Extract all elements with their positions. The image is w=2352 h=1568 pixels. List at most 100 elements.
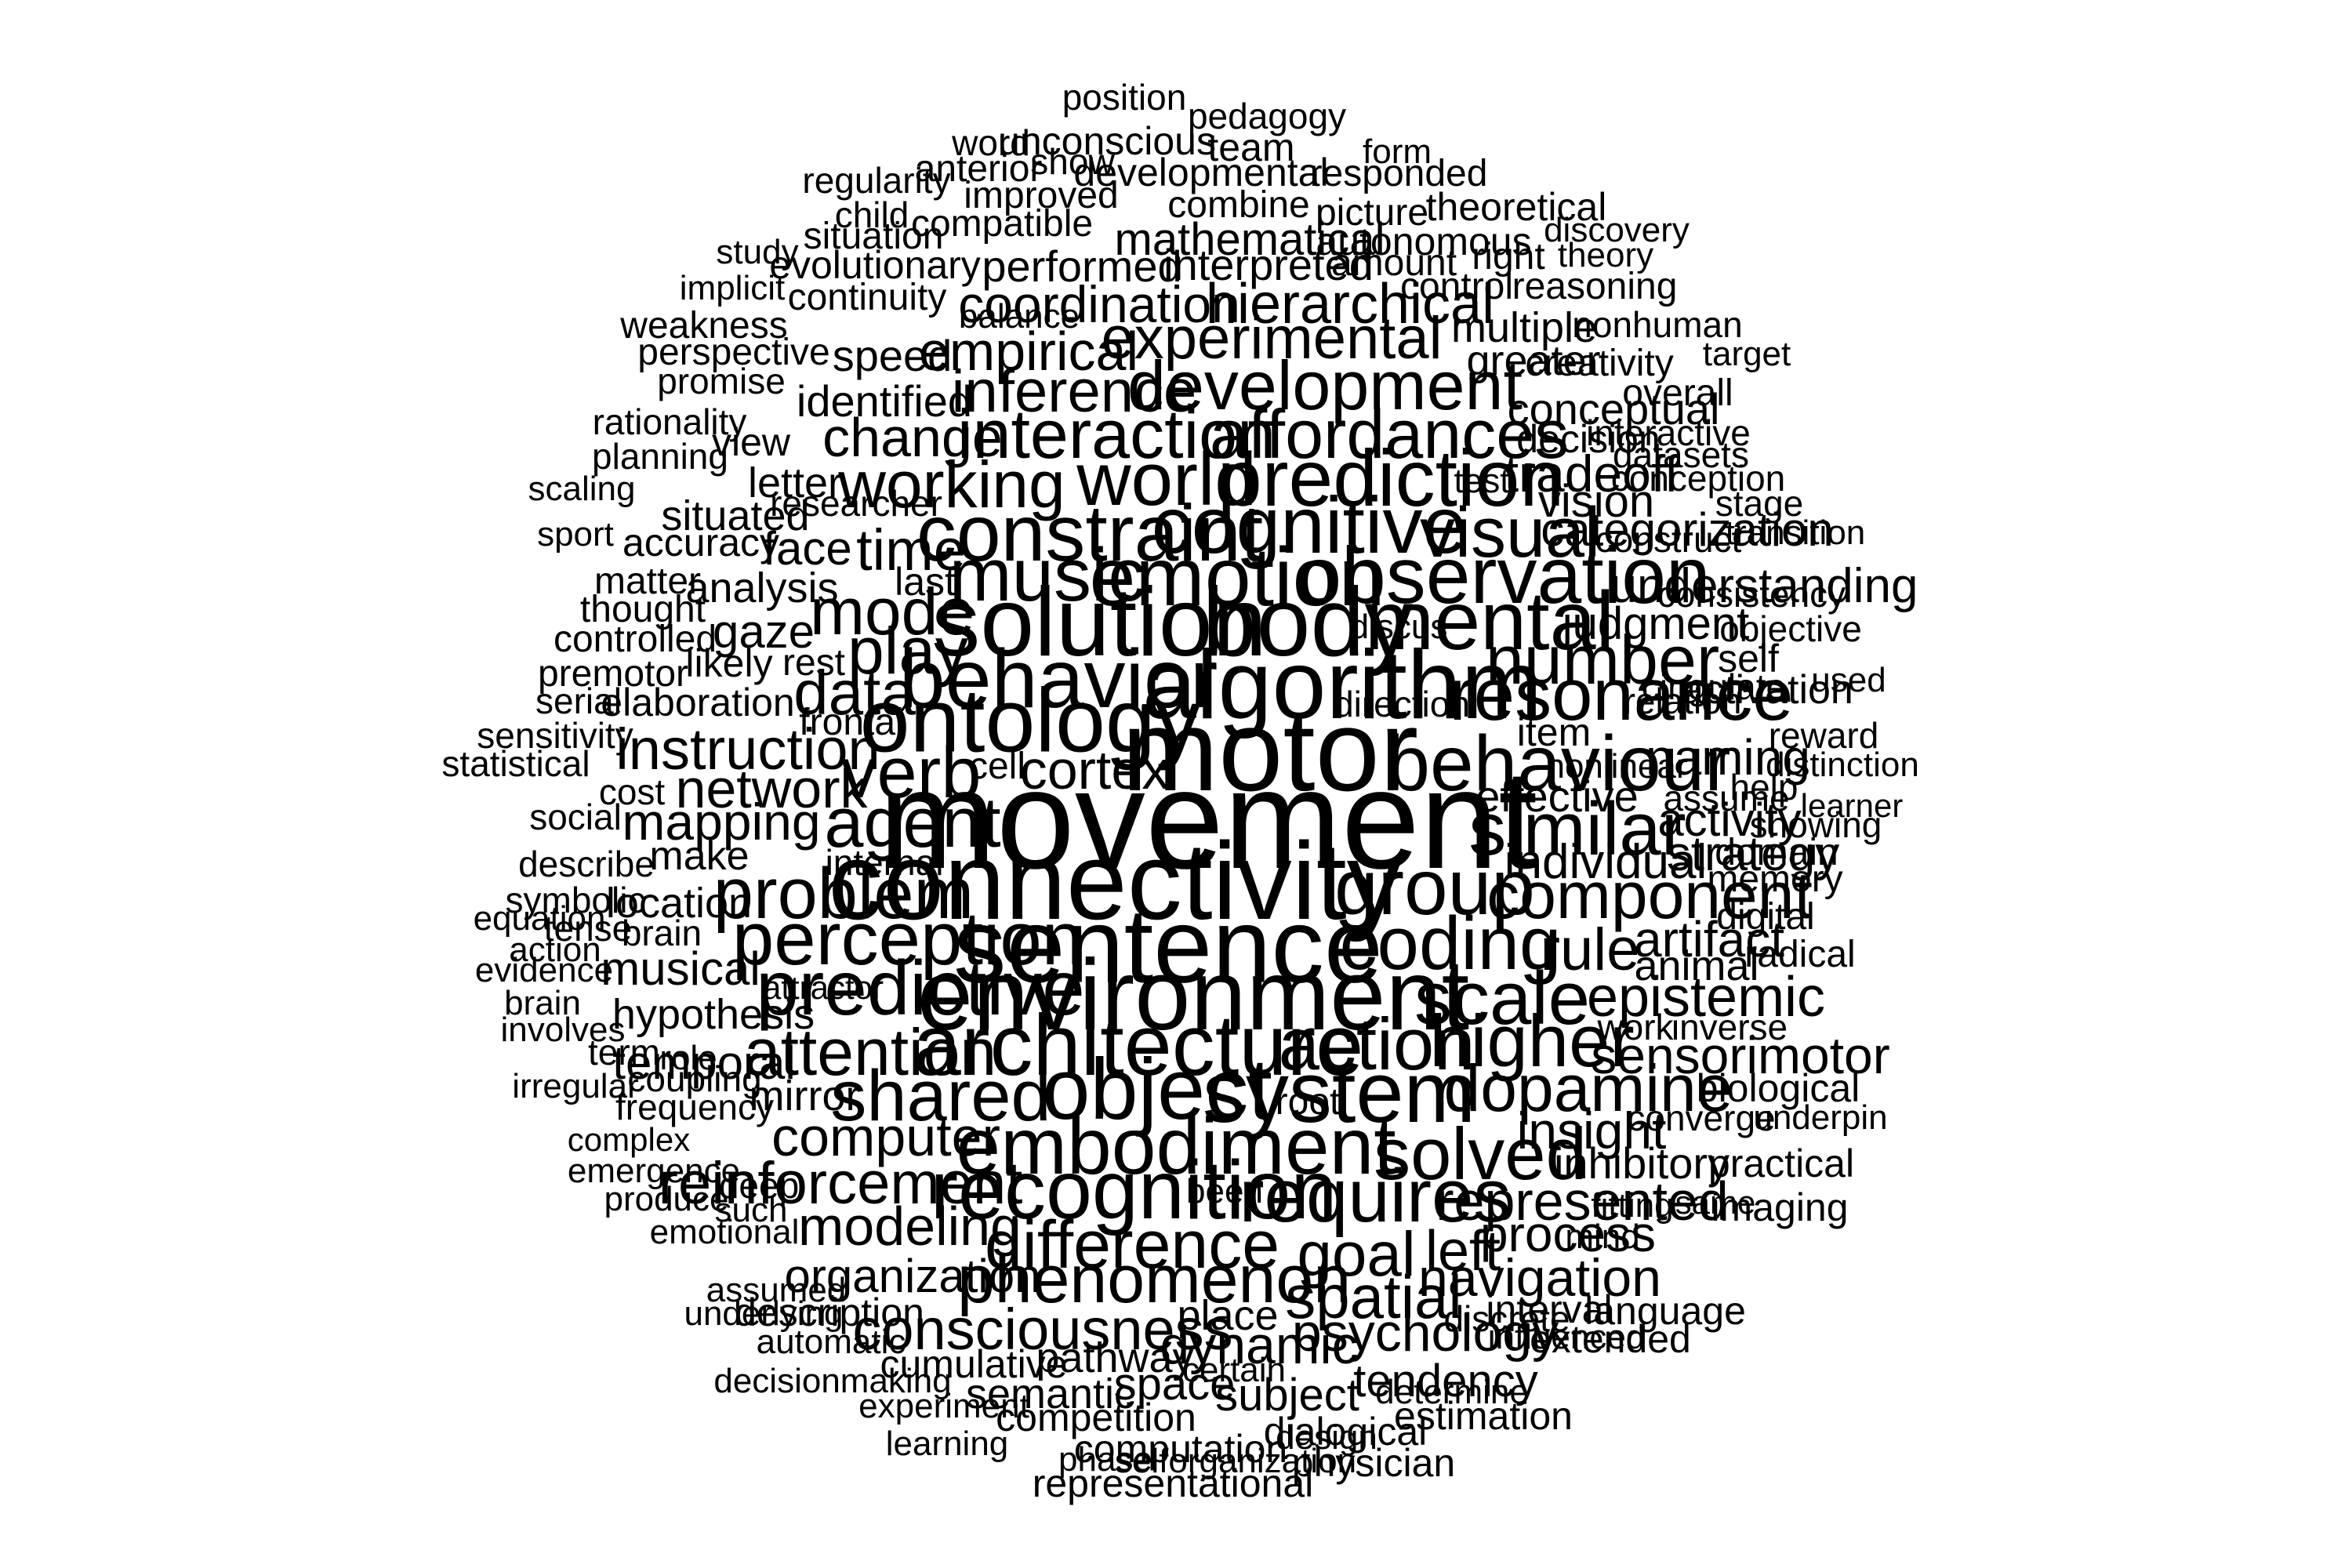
word: decisionmaking xyxy=(713,1362,952,1400)
word: action xyxy=(1278,1003,1475,1085)
word: subject xyxy=(1215,1370,1359,1421)
word: recognition xyxy=(930,1144,1338,1236)
word: selforganization xyxy=(1114,1442,1357,1480)
word: likely xyxy=(685,641,773,685)
word: play xyxy=(847,614,969,688)
word: group xyxy=(1334,844,1535,931)
word: cost xyxy=(598,771,666,812)
word: frontal xyxy=(799,702,904,743)
word: self xyxy=(1718,637,1779,681)
word: cortex xyxy=(1019,739,1170,800)
word: experiment xyxy=(858,1387,1029,1425)
word: promise xyxy=(657,361,786,401)
word: premotor xyxy=(537,653,689,695)
word: predictive xyxy=(756,945,1085,1031)
word: discus xyxy=(1349,608,1448,646)
word: similar xyxy=(1468,787,1686,871)
word: term xyxy=(588,1032,660,1073)
word: interval xyxy=(1486,1287,1613,1331)
word: theory xyxy=(1557,236,1654,274)
word: spatial xyxy=(1285,1262,1462,1331)
word: work xyxy=(1597,1007,1674,1047)
word: deep xyxy=(718,1165,800,1206)
word: inhibitory xyxy=(1553,1138,1730,1188)
word: practical xyxy=(1708,1142,1855,1185)
word: view xyxy=(711,420,791,464)
word: compatible xyxy=(910,203,1094,245)
word: artifact xyxy=(1633,911,1785,967)
word: difference xyxy=(984,1207,1280,1283)
word: empirical xyxy=(918,321,1139,382)
word: hypothesis xyxy=(612,991,815,1038)
word: coupling xyxy=(627,1058,762,1099)
word: location xyxy=(605,880,753,927)
word: weakness xyxy=(620,305,788,347)
word: physician xyxy=(1291,1441,1456,1485)
word: reward xyxy=(1768,715,1879,756)
word: component xyxy=(1486,858,1813,932)
word: implicit xyxy=(679,269,786,307)
word: situated xyxy=(661,492,810,539)
word: assume xyxy=(1663,778,1790,818)
word: language xyxy=(1584,1289,1746,1333)
word: inference xyxy=(951,358,1197,425)
word: picture xyxy=(1315,192,1429,234)
word: identified xyxy=(796,376,973,426)
word: statistical xyxy=(441,743,590,784)
word: world xyxy=(1076,437,1257,521)
word: solved xyxy=(1374,1112,1587,1195)
word: rule xyxy=(1540,916,1640,983)
word: cumulative xyxy=(880,1342,1068,1386)
word: affordances xyxy=(1209,395,1570,473)
word: observation xyxy=(1297,531,1711,620)
word: motor xyxy=(1121,686,1419,815)
word: naming xyxy=(1646,729,1810,786)
word: determine xyxy=(1375,1373,1529,1411)
word: emergence xyxy=(567,1152,741,1190)
word: network xyxy=(675,758,868,819)
word: direction xyxy=(1334,684,1470,724)
word: movement xyxy=(878,741,1538,898)
word: goal xyxy=(1297,1219,1416,1289)
word: emotion xyxy=(1089,531,1385,623)
word: learner xyxy=(1800,787,1904,824)
word: researcher xyxy=(770,483,942,524)
word: nonhuman xyxy=(1572,304,1743,345)
word: evolutionary xyxy=(769,243,981,287)
word: solution xyxy=(931,568,1267,677)
word: discovery xyxy=(1544,211,1690,249)
word: design xyxy=(1276,1418,1377,1457)
word: pedagogy xyxy=(1187,96,1347,136)
word: analysis xyxy=(685,564,839,612)
word: navigation xyxy=(1417,1248,1662,1308)
word: cognitive xyxy=(1151,481,1468,570)
word: greater xyxy=(1466,337,1601,384)
word: mathematical xyxy=(1114,214,1385,265)
word: memory xyxy=(1707,858,1843,900)
word: radical xyxy=(1744,934,1856,975)
word: perspective xyxy=(637,332,830,373)
word: anterior xyxy=(914,148,1043,190)
word: multiple xyxy=(1450,304,1598,351)
word: perception xyxy=(731,897,1084,981)
word: effective xyxy=(1475,771,1639,821)
word: space xyxy=(1113,1359,1236,1410)
word: underpin xyxy=(1753,1098,1888,1137)
word: phenomenon xyxy=(956,1242,1352,1317)
word: team xyxy=(1207,125,1295,169)
word: situation xyxy=(803,216,944,257)
word: computation xyxy=(1073,1427,1288,1471)
word: semantic xyxy=(965,1370,1136,1417)
word: categorization xyxy=(1541,503,1834,556)
word: automatic xyxy=(756,1323,906,1361)
word: process xyxy=(1479,1206,1657,1262)
word: music xyxy=(949,533,1146,617)
word: combine xyxy=(1167,184,1310,226)
word: describe xyxy=(518,844,655,884)
word: interactive xyxy=(1586,412,1751,453)
word: mapping xyxy=(622,793,821,851)
word: test xyxy=(1454,462,1510,500)
word: decision xyxy=(1516,417,1661,461)
word: item xyxy=(1516,710,1592,754)
word: relation xyxy=(1623,681,1742,721)
